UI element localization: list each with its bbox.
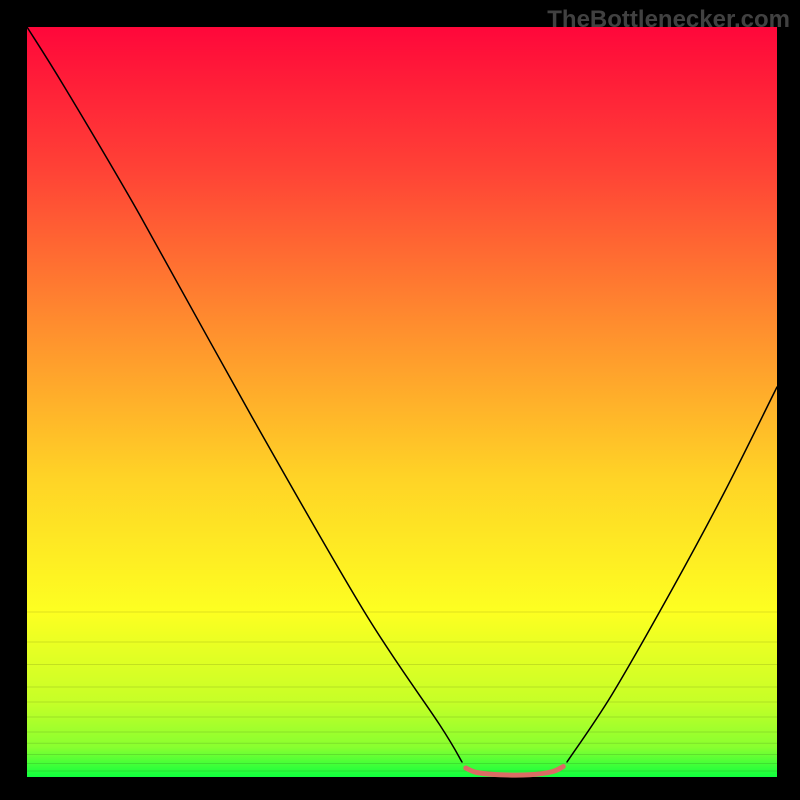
bottleneck-chart [0,0,800,800]
chart-frame: TheBottlenecker.com [0,0,800,800]
attribution-text: TheBottlenecker.com [547,6,790,34]
